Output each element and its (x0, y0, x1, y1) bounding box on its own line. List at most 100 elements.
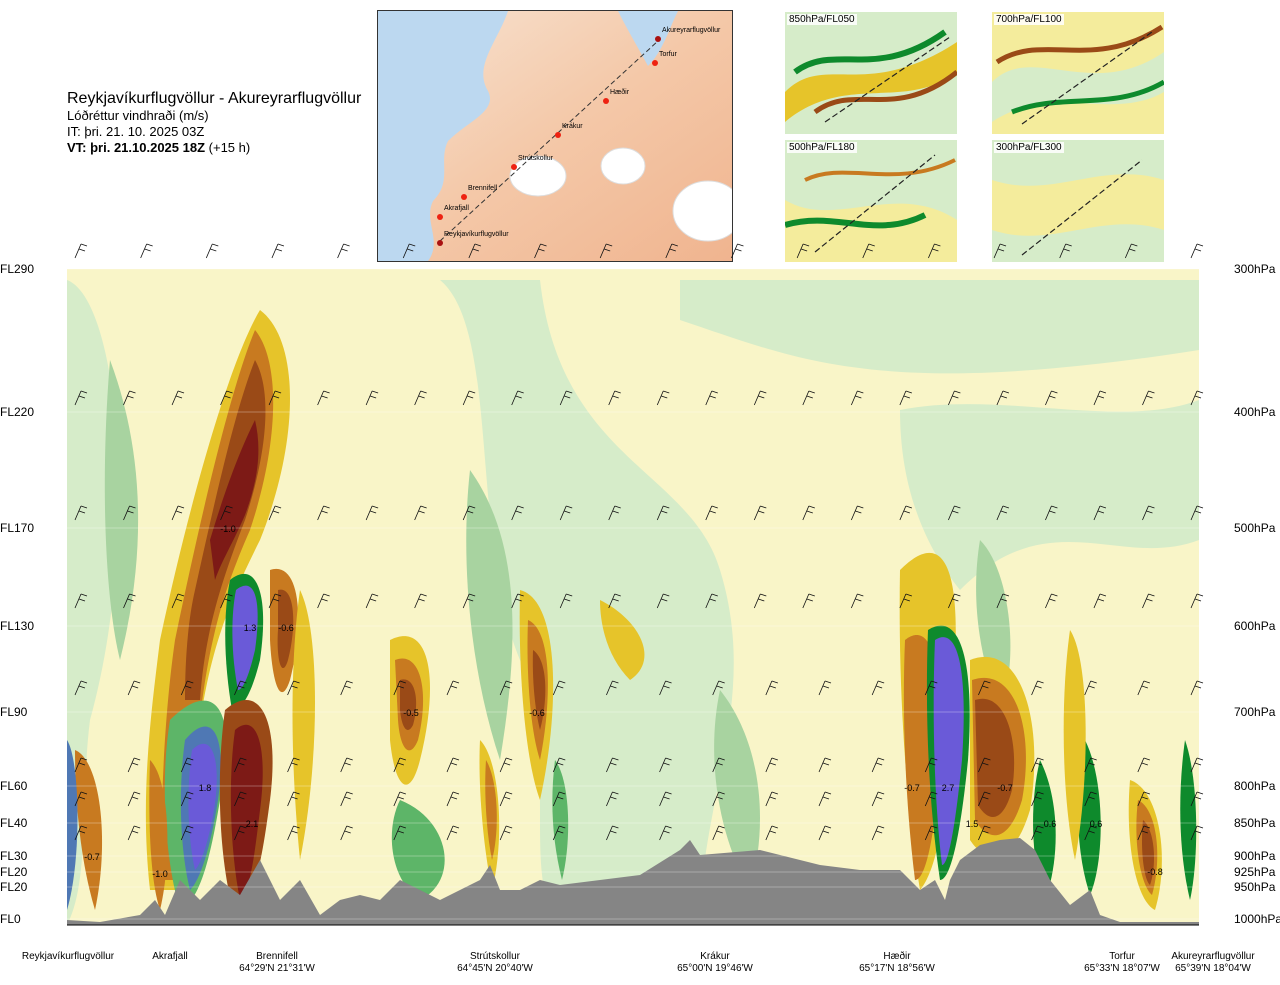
wind-barb (1084, 791, 1097, 807)
value-annotation: -0.7 (904, 783, 920, 793)
value-annotation: -1.0 (220, 524, 236, 534)
wind-barb (1031, 825, 1044, 841)
thumb-850[interactable]: 850hPa/FL050 (785, 12, 957, 134)
wind-barb (608, 505, 621, 521)
wind-barb (606, 757, 619, 773)
field-contour (292, 590, 315, 860)
value-annotation: 2.7 (942, 783, 955, 793)
wind-barb (127, 791, 141, 807)
station-coord: 65°33'N 18°07'W (1084, 963, 1160, 974)
station-label: Torfur 65°33'N 18°07'W (1084, 951, 1160, 975)
wind-barb (365, 505, 379, 521)
wind-barb (656, 390, 670, 406)
station-coord: 65°00'N 19°46'W (677, 963, 753, 974)
value-annotation: 1.5 (966, 819, 979, 829)
wind-barb (180, 791, 194, 807)
wind-barb (753, 390, 767, 406)
wind-barb (1137, 680, 1150, 696)
wind-barb (74, 791, 88, 807)
wind-barb (1142, 390, 1155, 406)
field-contour (391, 800, 445, 900)
wind-barb (978, 825, 991, 841)
wind-barb (753, 505, 767, 521)
route-point-label: Brennifell (468, 185, 498, 192)
route-map-image (378, 11, 732, 261)
field-contour (466, 470, 513, 760)
value-annotation: -0.7 (997, 783, 1013, 793)
wind-barb (337, 243, 350, 259)
wind-barb (534, 243, 547, 259)
wind-barb (753, 593, 767, 609)
value-annotation: -0.7 (84, 852, 100, 862)
thumb-700[interactable]: 700hPa/FL100 (992, 12, 1164, 134)
wind-barb (317, 593, 330, 609)
wind-barb (123, 593, 136, 609)
wind-barb (1190, 791, 1204, 807)
station-name: Hæðir (883, 951, 911, 962)
station-label: Akrafjall (152, 951, 188, 963)
wind-barb (171, 390, 185, 406)
issue-time: IT: þri. 21. 10. 2025 03Z (67, 124, 205, 139)
thumb-label: 500hPa/FL180 (787, 142, 857, 153)
field-contour (933, 637, 964, 865)
station-coord: 65°39'N 18°04'W (1175, 963, 1251, 974)
wind-barb (1142, 505, 1155, 521)
wind-barb (608, 390, 621, 406)
wind-barb (499, 680, 513, 696)
wind-barb (993, 243, 1007, 259)
wind-barb (1190, 593, 1204, 609)
wind-barb (171, 505, 185, 521)
wind-barb (899, 593, 912, 609)
wind-barb (180, 680, 194, 696)
field-contour (714, 690, 760, 890)
wind-barb (765, 757, 778, 773)
station-name: Brennifell (256, 951, 298, 962)
wind-barb (924, 825, 938, 841)
wind-barb (205, 243, 219, 259)
value-annotation: -0.5 (403, 708, 419, 718)
wind-barb (140, 243, 153, 259)
fl-tick-label: FL40 (0, 816, 28, 830)
lead-time: (+15 h) (208, 140, 251, 155)
wind-barb (659, 680, 672, 696)
thumb-300[interactable]: 300hPa/FL300 (992, 140, 1164, 262)
wind-barb (446, 680, 460, 696)
pressure-tick-label: 300hPa (1234, 262, 1276, 276)
pressure-tick-label: 900hPa (1234, 849, 1276, 863)
wind-barb (1190, 825, 1204, 841)
wind-barb (74, 243, 88, 259)
field-contour (485, 760, 497, 860)
wind-barb (1093, 505, 1107, 521)
wind-barb (127, 680, 141, 696)
wind-barb (871, 791, 885, 807)
wind-barb (499, 825, 513, 841)
wind-barb (818, 791, 832, 807)
wind-barb (712, 791, 725, 807)
station-name: Akrafjall (152, 951, 188, 962)
valid-time: VT: þri. 21.10.2025 18Z (+15 h) (67, 140, 361, 156)
wind-barb (705, 593, 718, 609)
cross-section-svg: -1.0 1.3 -0.6 -0.5 -0.6 1.8 2.1 -0.7 -1.0 -0.7 2.7… (67, 243, 1204, 926)
wind-barb (608, 593, 621, 609)
wind-barb (871, 680, 885, 696)
wind-barb (1031, 757, 1044, 773)
station-label: Brennifell 64°29'N 21°31'W (239, 951, 315, 975)
wind-barb (606, 825, 619, 841)
wind-barb (74, 390, 88, 406)
route-point-marker (555, 132, 561, 138)
wind-barb (996, 505, 1010, 521)
route-point-label: Akrafjall (444, 205, 469, 212)
wind-barb (552, 757, 566, 773)
thumb-500[interactable]: 500hPa/FL180 (785, 140, 957, 262)
station-coord: 64°29'N 21°31'W (239, 963, 315, 974)
wind-barb (599, 243, 613, 259)
station-name: Strútskollur (469, 951, 520, 962)
wind-barb (1137, 791, 1150, 807)
route-point-marker (437, 214, 443, 220)
pressure-tick-label: 400hPa (1234, 405, 1276, 419)
field-contour (400, 679, 417, 730)
field-contour (975, 698, 1015, 817)
route-point-label: Krákur (562, 123, 583, 130)
field-contour (600, 600, 645, 680)
wind-barb (552, 825, 566, 841)
